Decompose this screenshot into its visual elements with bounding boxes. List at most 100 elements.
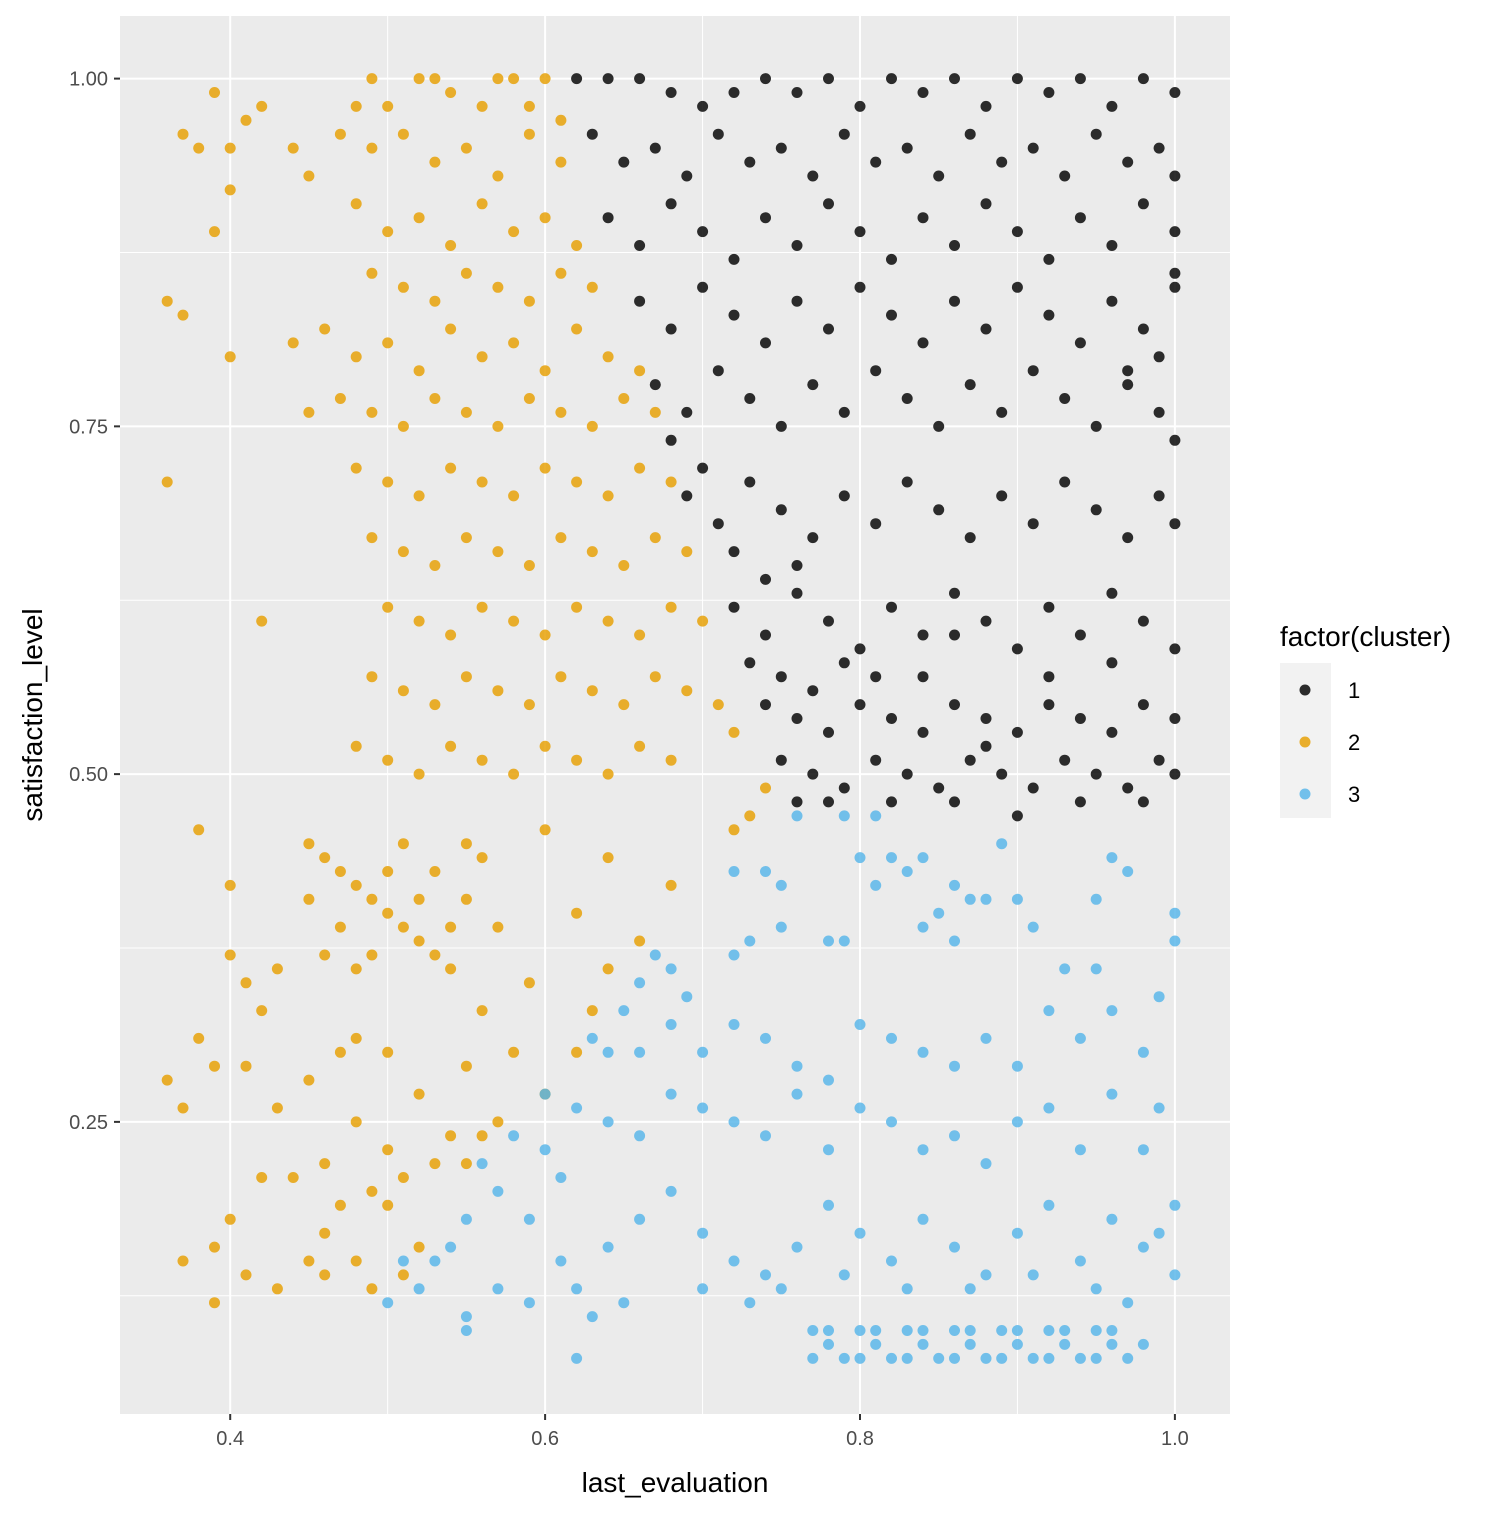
data-point bbox=[397, 281, 409, 293]
data-point bbox=[445, 1130, 457, 1142]
data-point bbox=[492, 921, 504, 933]
data-point bbox=[823, 73, 834, 85]
data-point bbox=[634, 935, 646, 947]
data-point bbox=[634, 240, 646, 251]
data-point bbox=[917, 1325, 929, 1336]
data-point bbox=[571, 1352, 583, 1364]
data-point bbox=[823, 1199, 834, 1211]
data-point bbox=[1011, 810, 1023, 822]
data-point bbox=[697, 1102, 709, 1114]
data-point bbox=[775, 504, 787, 516]
data-point bbox=[1169, 713, 1181, 724]
data-point bbox=[823, 615, 834, 627]
data-point bbox=[1027, 921, 1039, 933]
data-point bbox=[854, 699, 866, 711]
data-point bbox=[366, 532, 378, 544]
data-point bbox=[1074, 1352, 1086, 1364]
data-point bbox=[854, 281, 866, 293]
data-point bbox=[586, 546, 598, 558]
data-point bbox=[445, 921, 457, 933]
data-point bbox=[602, 768, 614, 780]
data-point bbox=[665, 1019, 677, 1030]
data-point bbox=[1027, 1352, 1039, 1364]
data-point bbox=[460, 267, 472, 279]
data-point bbox=[476, 351, 488, 363]
data-point bbox=[350, 351, 362, 363]
data-point bbox=[996, 490, 1008, 502]
data-point bbox=[476, 754, 488, 766]
data-point bbox=[571, 240, 583, 251]
data-point bbox=[917, 629, 929, 641]
data-point bbox=[397, 1269, 409, 1281]
data-point bbox=[712, 699, 724, 711]
data-point bbox=[1169, 518, 1181, 530]
data-point bbox=[1153, 1227, 1165, 1239]
data-point bbox=[209, 1297, 220, 1309]
data-point bbox=[744, 1297, 756, 1309]
data-point bbox=[949, 1352, 960, 1364]
data-point bbox=[413, 212, 425, 224]
data-point bbox=[586, 1032, 598, 1044]
data-point bbox=[760, 782, 771, 794]
data-point bbox=[665, 1185, 677, 1197]
legend-key-1 bbox=[1299, 684, 1311, 696]
data-point bbox=[854, 1102, 866, 1114]
data-point bbox=[838, 810, 850, 822]
data-point bbox=[980, 198, 992, 210]
data-point bbox=[555, 1255, 567, 1267]
data-point bbox=[508, 768, 520, 780]
data-point bbox=[1059, 1325, 1071, 1336]
data-point bbox=[602, 615, 614, 627]
data-point bbox=[429, 1255, 441, 1267]
data-point bbox=[1090, 420, 1102, 432]
data-point bbox=[744, 393, 756, 404]
data-point bbox=[1137, 699, 1149, 711]
data-point bbox=[224, 1213, 236, 1225]
data-point bbox=[350, 963, 362, 975]
data-point bbox=[744, 156, 756, 168]
data-point bbox=[350, 198, 362, 210]
data-point bbox=[256, 615, 268, 627]
data-point bbox=[728, 1019, 740, 1030]
data-points bbox=[161, 73, 1181, 1364]
data-point bbox=[460, 838, 472, 850]
legend-label-1: 1 bbox=[1348, 678, 1360, 703]
data-point bbox=[728, 824, 740, 836]
data-point bbox=[240, 977, 252, 989]
data-point bbox=[681, 685, 693, 697]
data-point bbox=[949, 1325, 960, 1336]
data-point bbox=[917, 852, 929, 864]
data-point bbox=[728, 309, 740, 321]
data-point bbox=[586, 281, 598, 293]
data-point bbox=[602, 852, 614, 864]
data-point bbox=[838, 128, 850, 140]
data-point bbox=[1043, 1325, 1055, 1336]
data-point bbox=[917, 921, 929, 933]
data-point bbox=[949, 935, 960, 947]
data-point bbox=[807, 1325, 819, 1336]
data-point bbox=[1011, 281, 1023, 293]
legend-label-2: 2 bbox=[1348, 730, 1360, 755]
data-point bbox=[949, 796, 960, 808]
data-point bbox=[492, 170, 504, 182]
y-tick-label: 0.75 bbox=[69, 416, 108, 438]
legend-key-3 bbox=[1299, 788, 1311, 800]
data-point bbox=[933, 170, 945, 182]
data-point bbox=[980, 1352, 992, 1364]
data-point bbox=[445, 240, 457, 251]
data-point bbox=[1137, 198, 1149, 210]
data-point bbox=[1137, 615, 1149, 627]
data-point bbox=[791, 295, 803, 307]
data-point bbox=[476, 1130, 488, 1142]
data-point bbox=[823, 1325, 834, 1336]
data-point bbox=[602, 73, 614, 85]
data-point bbox=[334, 1046, 346, 1058]
data-point bbox=[492, 420, 504, 432]
data-point bbox=[1169, 170, 1181, 182]
data-point bbox=[350, 879, 362, 891]
data-point bbox=[870, 365, 882, 377]
data-point bbox=[823, 726, 834, 738]
data-point bbox=[445, 629, 457, 641]
data-point bbox=[397, 1172, 409, 1183]
